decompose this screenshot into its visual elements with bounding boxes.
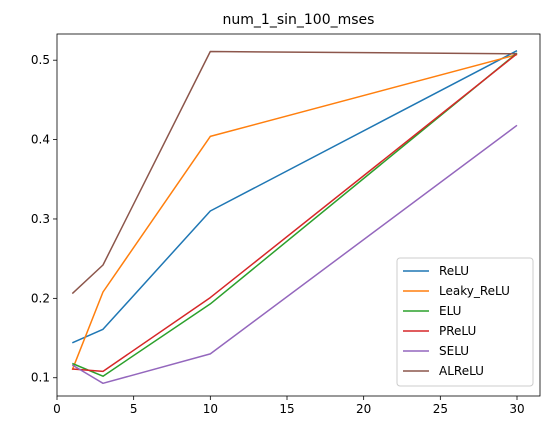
y-tick-label: 0.4 [31, 133, 50, 147]
legend-label-alrelu: ALReLU [439, 364, 484, 378]
x-tick-label: 15 [279, 402, 294, 416]
y-tick-label: 0.2 [31, 291, 50, 305]
x-axis: 0 5 10 15 20 25 30 [53, 396, 524, 416]
y-axis: 0.1 0.2 0.3 0.4 0.5 [31, 53, 57, 385]
legend: ReLU Leaky_ReLU ELU PReLU SELU ALReLU [397, 258, 533, 386]
x-tick-label: 25 [433, 402, 448, 416]
chart-title: num_1_sin_100_mses [223, 12, 375, 28]
legend-label-selu: SELU [439, 344, 469, 358]
y-tick-label: 0.5 [31, 53, 50, 67]
legend-label-elu: ELU [439, 304, 461, 318]
x-tick-label: 30 [509, 402, 524, 416]
y-tick-label: 0.3 [31, 212, 50, 226]
legend-label-relu: ReLU [439, 264, 469, 278]
x-tick-label: 20 [356, 402, 371, 416]
x-tick-label: 0 [53, 402, 61, 416]
x-tick-label: 10 [203, 402, 218, 416]
x-tick-label: 5 [130, 402, 138, 416]
legend-label-prelu: PReLU [439, 324, 476, 338]
y-tick-label: 0.1 [31, 371, 50, 385]
legend-label-leaky-relu: Leaky_ReLU [439, 284, 510, 298]
series-line-alrelu [72, 52, 517, 294]
